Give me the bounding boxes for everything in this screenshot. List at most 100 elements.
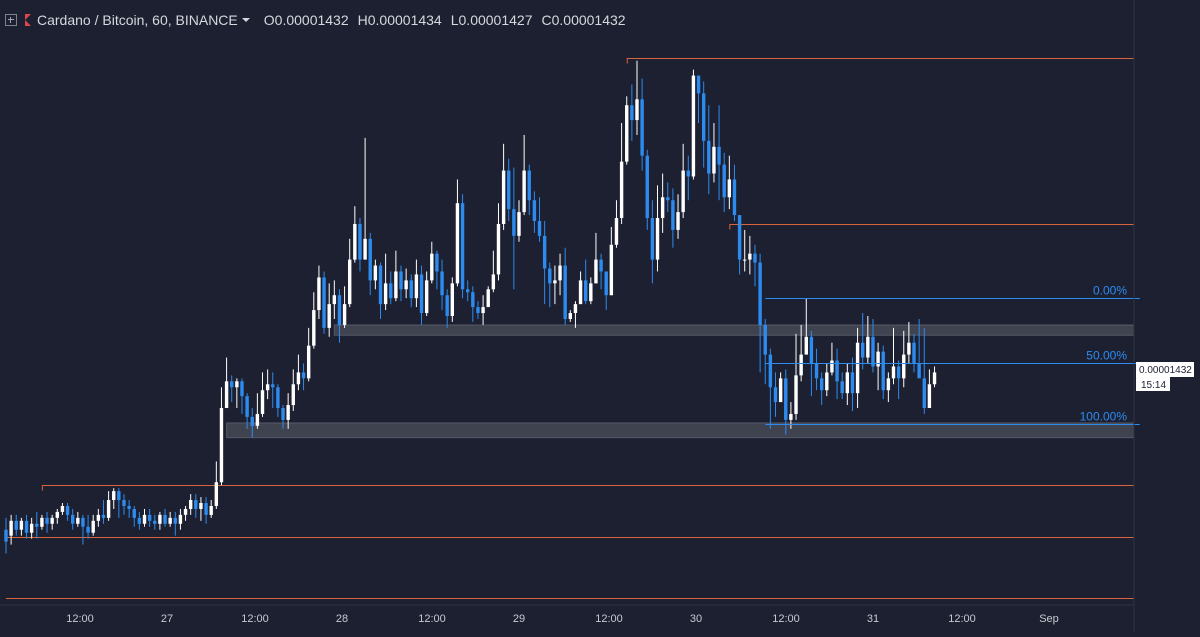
time-tick-label: 29 [513,613,525,625]
candle-bullish [168,517,172,524]
chevron-down-icon[interactable] [241,18,250,22]
candle-bearish [732,179,737,216]
candle-bearish [717,146,721,165]
candle-bullish [681,170,685,213]
candle-bullish [594,259,598,284]
candle-bullish [927,384,932,409]
candle-bearish [466,289,470,293]
candle-bearish [630,105,634,121]
candle-bullish [19,520,24,530]
candle-bearish [301,372,306,379]
candle-bullish [635,99,639,121]
candle-bullish [855,342,860,394]
candle-bullish [260,390,265,414]
candle-bullish [712,146,716,174]
candle-bearish [835,360,839,382]
candle-bearish [127,505,131,509]
candle-bearish [722,164,726,198]
time-tick-label: 30 [690,613,702,625]
candle-bearish [101,514,106,518]
candle-bearish [850,372,855,394]
candle-bullish [9,520,13,536]
candle-bullish [219,408,224,483]
candle-bearish [671,200,675,230]
candle-bearish [460,203,465,290]
candle-bullish [804,336,808,355]
candle-bullish [199,503,203,509]
candle-bearish [399,271,403,290]
candle-bearish [419,274,424,314]
time-tick-label: 12:00 [241,613,269,625]
candle-bullish [342,304,347,325]
candle-bullish [188,500,193,509]
candle-bullish [430,253,434,281]
high-readout: H0.00001434 [357,12,442,28]
candle-bullish [286,405,290,420]
fib-level-label: 100.00% [1080,410,1128,424]
candle-bullish [609,244,614,296]
candle-bearish [809,336,814,364]
candle-bullish [932,372,937,385]
candle-bearish [768,354,773,388]
candle-bullish [619,161,624,219]
current-price-value: 0.00001432 [1139,365,1192,376]
levels-layer [6,58,1134,599]
candle-bearish [132,508,136,518]
candle-bearish [583,280,588,302]
countdown-box [1136,377,1170,391]
candle-bearish [840,381,844,394]
candle-bullish [327,304,331,328]
candle-bullish [614,218,619,245]
candle-bullish [727,179,732,198]
expand-icon[interactable] [5,14,17,26]
time-tick-label: 12:00 [66,613,94,625]
candle-bearish [147,514,152,521]
candle-bullish [743,259,747,261]
symbol-title[interactable]: Cardano / Bitcoin, 60, BINANCE [37,12,238,28]
candle-bullish [830,360,834,373]
candle-bullish [50,517,54,524]
time-tick-label: 12:00 [595,613,623,625]
candle-bearish [599,259,603,272]
candle-bullish [424,280,429,314]
candle-bullish [491,274,496,290]
candle-bullish [91,520,95,533]
zones-layer [226,324,1135,439]
candle-bearish [86,526,90,533]
candle-bearish [537,221,542,236]
candle-bearish [137,517,142,524]
candle-bearish [250,416,254,426]
candle-bearish [758,262,762,325]
candle-bearish [542,235,547,269]
low-readout: L0.00001427 [450,12,533,28]
candle-bearish [922,378,926,409]
candle-bearish [476,307,480,314]
candle-bullish [76,517,80,524]
candle-bearish [532,200,537,222]
time-tick-label: 27 [161,613,173,625]
time-tick-label: Sep [1039,613,1059,625]
candle-bullish [312,310,316,346]
candle-bearish [204,503,208,515]
candle-bullish [183,508,188,515]
candle-bearish [276,387,280,409]
candle-bullish [660,197,665,219]
candle-bearish [640,99,644,156]
candle-bearish [707,140,711,174]
candle-bearish [686,170,690,177]
candle-bearish [70,514,75,524]
candle-bearish [814,363,819,379]
candle-bullish [306,345,311,379]
candle-bullish [158,514,162,524]
candle-bullish [902,354,906,379]
candle-bullish [55,511,59,518]
candle-bearish [322,277,326,328]
candle-bearish [435,253,439,272]
candle-bearish [527,170,531,201]
candle-bullish [845,372,850,394]
candle-bearish [912,342,916,364]
time-tick-label: 12:00 [418,613,446,625]
